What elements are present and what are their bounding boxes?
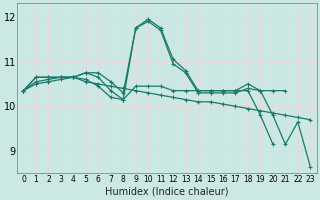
X-axis label: Humidex (Indice chaleur): Humidex (Indice chaleur) <box>105 187 228 197</box>
